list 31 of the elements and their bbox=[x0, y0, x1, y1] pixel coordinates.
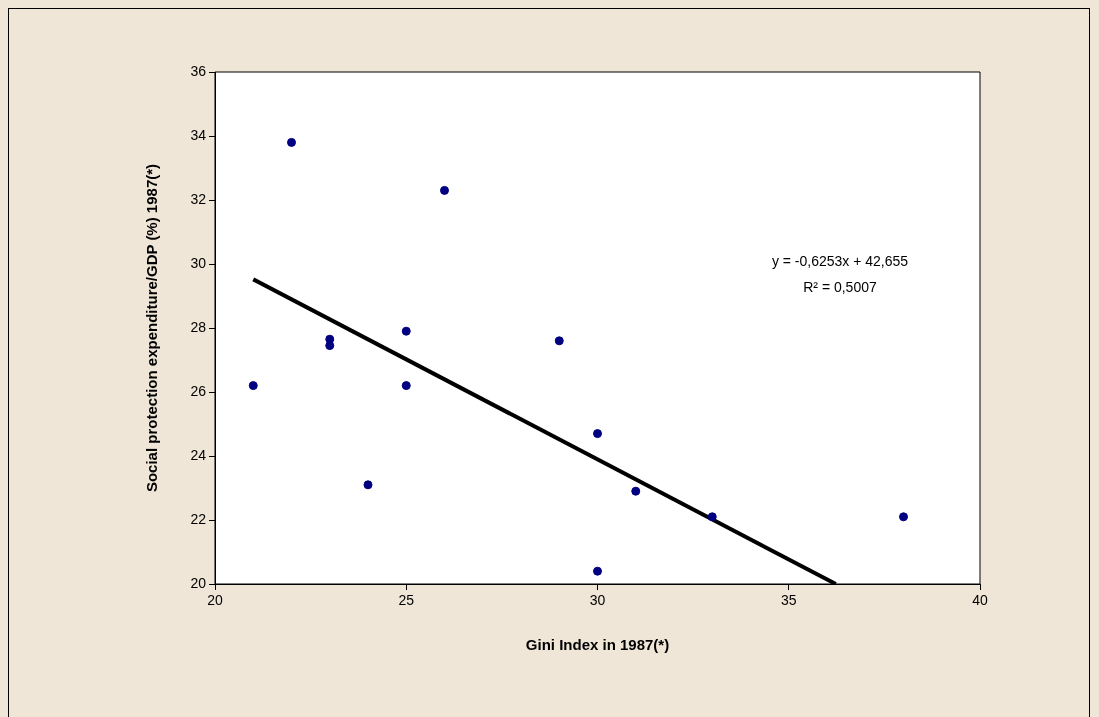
point bbox=[707, 512, 717, 522]
point bbox=[631, 486, 641, 496]
point bbox=[401, 326, 411, 336]
point bbox=[593, 429, 602, 439]
x-tick-label: 25 bbox=[398, 592, 415, 609]
y-tick-label: 24 bbox=[190, 446, 207, 463]
y-tick-label: 34 bbox=[190, 126, 207, 143]
y-tick-label: 26 bbox=[190, 382, 207, 399]
point bbox=[401, 381, 411, 391]
y-axis-title: Social protection expenditure/GDP (%) 1987(*) bbox=[143, 163, 161, 493]
annotation: R² = 0,5007 bbox=[803, 278, 877, 295]
point bbox=[363, 480, 373, 490]
y-tick-label: 22 bbox=[190, 510, 207, 527]
y-tick-label: 20 bbox=[190, 574, 207, 591]
point bbox=[287, 137, 296, 147]
x-tick-label: 30 bbox=[589, 592, 606, 609]
point bbox=[325, 341, 335, 351]
y-tick-label: 32 bbox=[190, 190, 207, 207]
x-tick-label: 35 bbox=[780, 592, 797, 609]
point bbox=[440, 185, 449, 195]
x-tick-label: 40 bbox=[972, 592, 988, 609]
point bbox=[248, 381, 258, 391]
x-axis-title: Gini Index in 1987(*) bbox=[525, 636, 670, 654]
annotation: y = -0,6253x + 42,655 bbox=[771, 252, 909, 269]
x-tick-label: 20 bbox=[207, 592, 223, 609]
point bbox=[554, 336, 564, 346]
y-tick-label: 36 bbox=[190, 62, 207, 79]
point bbox=[593, 566, 602, 576]
point bbox=[899, 512, 908, 522]
y-tick-label: 30 bbox=[190, 254, 207, 271]
y-tick-label: 28 bbox=[190, 318, 207, 335]
